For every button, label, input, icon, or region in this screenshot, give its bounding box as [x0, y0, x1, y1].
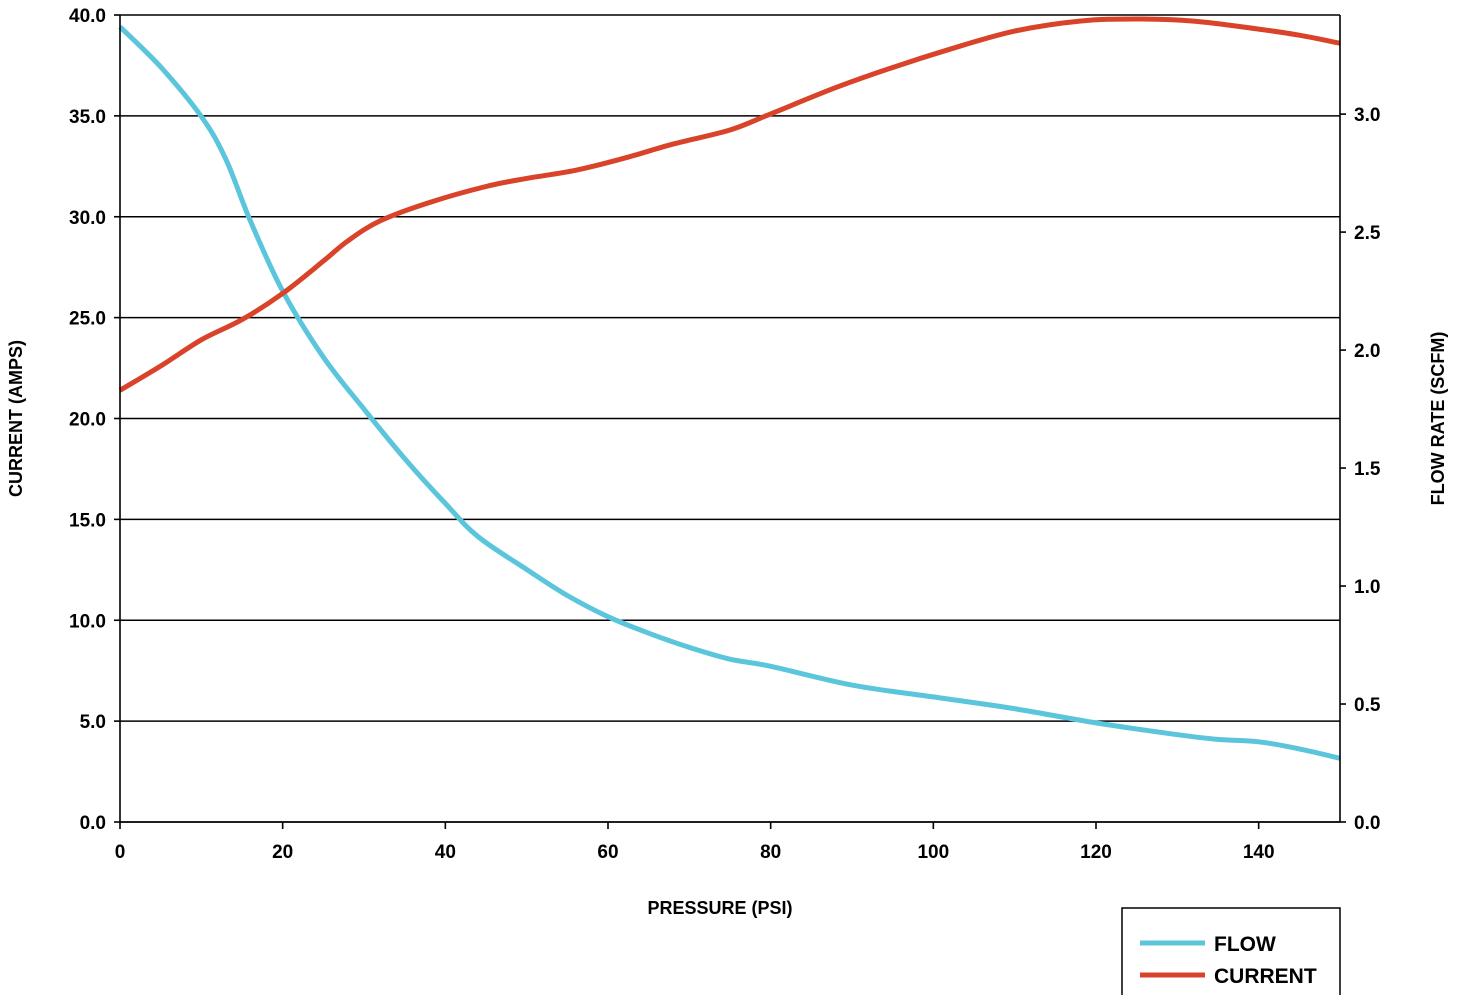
left-axis-ticks: 0.0 5.0 10.0 15.0 20.0 25.0 30.0 35.0 40.0: [69, 6, 120, 834]
legend-box: [1121, 907, 1341, 995]
left-tick-label: 10.0: [69, 611, 106, 632]
left-tick-label: 5.0: [80, 712, 106, 733]
left-tick-label: 15.0: [69, 510, 106, 531]
right-tick-label: 2.5: [1354, 223, 1381, 244]
x-tick-label: 140: [1243, 842, 1275, 863]
left-tick-label: 30.0: [69, 208, 106, 229]
x-tick-label: 60: [597, 842, 618, 863]
right-tick-label: 0.0: [1354, 813, 1380, 834]
series-line-current: [118, 16, 1341, 393]
left-tick-label: 20.0: [69, 410, 106, 431]
right-tick-label: 1.5: [1354, 459, 1381, 480]
grid-lines: [120, 14, 1340, 823]
legend-label-current: CURRENT: [1214, 965, 1317, 988]
x-tick-label: 120: [1080, 842, 1112, 863]
right-tick-label: 1.0: [1354, 577, 1380, 598]
right-axis-title: FLOW RATE (SCFM): [1428, 332, 1448, 506]
right-tick-label: 0.5: [1354, 695, 1381, 716]
x-tick-label: 40: [435, 842, 456, 863]
left-tick-label: 0.0: [80, 813, 106, 834]
legend: FLOW CURRENT: [1121, 907, 1341, 995]
right-axis-ticks: 0.0 0.5 1.0 1.5 2.0 2.5 3.0: [1340, 105, 1381, 834]
right-tick-label: 3.0: [1354, 105, 1380, 126]
series-layer: [118, 16, 1341, 761]
left-tick-label: 35.0: [69, 107, 106, 128]
left-tick-label: 25.0: [69, 309, 106, 330]
x-tick-label: 0: [115, 842, 126, 863]
left-axis-title: CURRENT (AMPS): [6, 340, 26, 497]
x-tick-label: 20: [272, 842, 293, 863]
legend-label-flow: FLOW: [1214, 933, 1276, 956]
x-axis-ticks: 0 20 40 60 80 100 120 140: [115, 822, 1275, 863]
x-tick-label: 80: [760, 842, 781, 863]
x-tick-label: 100: [917, 842, 949, 863]
right-tick-label: 2.0: [1354, 341, 1380, 362]
series-line-flow: [118, 25, 1341, 761]
left-tick-label: 40.0: [69, 6, 106, 27]
x-axis-title: PRESSURE (PSI): [647, 898, 792, 918]
